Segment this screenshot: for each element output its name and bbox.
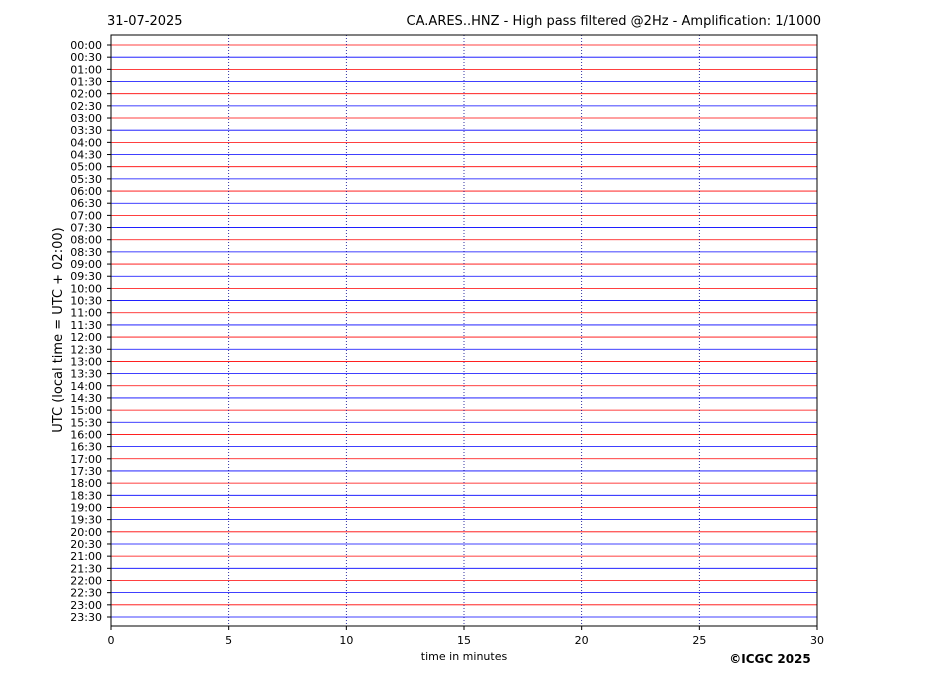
y-tick-label: 03:30: [70, 124, 102, 137]
y-tick-label: 22:30: [70, 587, 102, 600]
x-tick-label: 20: [575, 634, 589, 647]
date-title: 31-07-2025: [107, 14, 183, 29]
y-tick-label: 08:30: [70, 246, 102, 259]
credit: ©ICGC 2025: [729, 652, 811, 666]
y-tick-label: 21:00: [70, 550, 102, 563]
y-tick-label: 03:00: [70, 112, 102, 125]
y-tick-label: 16:00: [70, 428, 102, 441]
x-tick-label: 0: [108, 634, 115, 647]
y-tick-label: 11:30: [70, 319, 102, 332]
y-tick-label: 13:00: [70, 355, 102, 368]
y-tick-label: 22:00: [70, 574, 102, 587]
y-tick-label: 09:30: [70, 270, 102, 283]
y-tick-label: 20:00: [70, 526, 102, 539]
y-tick-label: 17:00: [70, 453, 102, 466]
y-tick-label: 09:00: [70, 258, 102, 271]
y-tick-label: 13:30: [70, 368, 102, 381]
y-tick-label: 01:30: [70, 76, 102, 89]
y-tick-label: 04:30: [70, 149, 102, 162]
y-tick-label: 07:00: [70, 209, 102, 222]
y-tick-label: 20:30: [70, 538, 102, 551]
y-tick-label: 18:30: [70, 489, 102, 502]
y-tick-label: 15:30: [70, 416, 102, 429]
y-tick-label: 02:00: [70, 88, 102, 101]
y-tick-label: 12:30: [70, 343, 102, 356]
y-tick-label: 16:30: [70, 441, 102, 454]
y-tick-label: 06:00: [70, 185, 102, 198]
x-tick-label: 25: [692, 634, 706, 647]
y-tick-label: 19:00: [70, 501, 102, 514]
y-tick-label: 19:30: [70, 514, 102, 527]
y-tick-label: 10:30: [70, 295, 102, 308]
y-tick-label: 18:00: [70, 477, 102, 490]
y-tick-label: 07:30: [70, 222, 102, 235]
y-tick-label: 05:00: [70, 161, 102, 174]
y-tick-label: 11:00: [70, 307, 102, 320]
y-tick-label: 02:30: [70, 100, 102, 113]
y-tick-label: 00:00: [70, 39, 102, 52]
x-tick-label: 5: [225, 634, 232, 647]
plot-frame: [110, 34, 818, 627]
y-tick-label: 14:30: [70, 392, 102, 405]
y-tick-label: 23:00: [70, 599, 102, 612]
y-tick-label: 00:30: [70, 51, 102, 64]
y-axis-label: UTC (local time = UTC + 02:00): [51, 227, 66, 432]
y-tick-label: 05:30: [70, 173, 102, 186]
y-tick-label: 04:00: [70, 136, 102, 149]
y-tick-label: 10:00: [70, 282, 102, 295]
y-tick-label: 08:00: [70, 234, 102, 247]
x-tick-label: 15: [457, 634, 471, 647]
y-tick-label: 15:00: [70, 404, 102, 417]
y-tick-label: 21:30: [70, 562, 102, 575]
y-tick-label: 12:00: [70, 331, 102, 344]
y-tick-label: 17:30: [70, 465, 102, 478]
y-tick-label: 06:30: [70, 197, 102, 210]
x-axis-label: time in minutes: [421, 650, 508, 663]
y-tick-label: 14:00: [70, 380, 102, 393]
x-tick-label: 30: [810, 634, 824, 647]
chart-title: CA.ARES..HNZ - High pass filtered @2Hz -…: [407, 14, 821, 29]
y-tick-label: 01:00: [70, 63, 102, 76]
y-tick-label: 23:30: [70, 611, 102, 624]
x-tick-label: 10: [339, 634, 353, 647]
